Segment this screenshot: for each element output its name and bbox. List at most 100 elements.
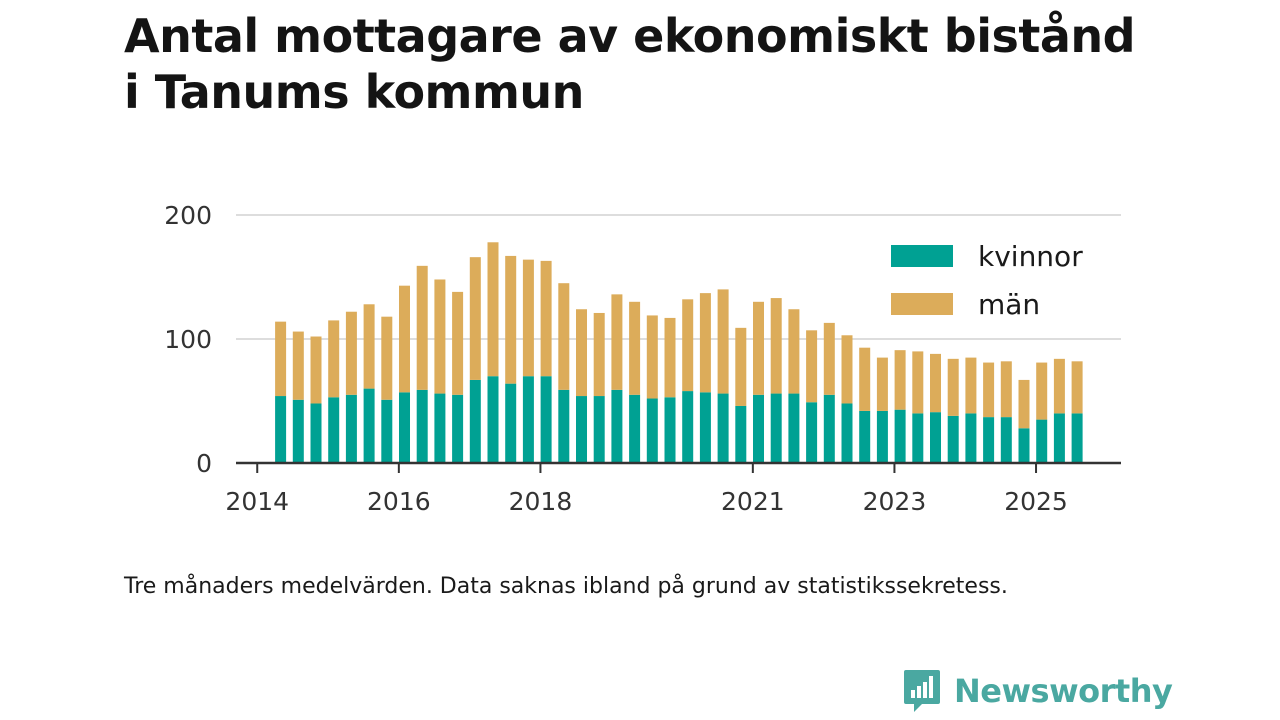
bar-kvinnor-12	[487, 376, 499, 463]
bar-kvinnor-27	[753, 394, 765, 463]
bar-kvinnor-25	[717, 393, 729, 463]
x-tick-label: 2014	[225, 487, 289, 516]
bar-man-6	[381, 316, 393, 400]
bar-kvinnor-37	[930, 412, 942, 463]
bar-kvinnor-40	[983, 417, 995, 463]
bar-man-31	[823, 322, 835, 395]
bar-kvinnor-9	[434, 393, 446, 463]
bar-kvinnor-45	[1071, 413, 1083, 463]
bar-kvinnor-6	[381, 399, 393, 463]
bar-man-43	[1036, 362, 1048, 420]
bar-kvinnor-42	[1018, 428, 1030, 463]
bar-kvinnor-15	[540, 376, 552, 463]
bar-kvinnor-34	[876, 410, 888, 463]
bar-man-22	[664, 317, 676, 398]
x-tick-label: 2018	[509, 487, 573, 516]
brand-name: Newsworthy	[954, 672, 1173, 710]
bar-man-42	[1018, 379, 1030, 429]
x-tick-label: 2016	[367, 487, 431, 516]
bar-man-44	[1053, 358, 1065, 414]
bar-man-9	[434, 279, 446, 394]
bar-kvinnor-16	[558, 389, 570, 463]
bar-kvinnor-28	[770, 393, 782, 463]
bar-kvinnor-38	[947, 415, 959, 463]
newsworthy-logo-icon	[904, 670, 940, 712]
bar-man-13	[505, 255, 517, 384]
bar-kvinnor-11	[469, 379, 481, 463]
bar-man-34	[876, 357, 888, 411]
bar-kvinnor-31	[823, 394, 835, 463]
bar-kvinnor-32	[841, 403, 853, 463]
bar-kvinnor-44	[1053, 413, 1065, 463]
bar-man-27	[753, 301, 765, 395]
bar-man-1	[292, 331, 304, 400]
bar-man-15	[540, 260, 552, 377]
bar-kvinnor-19	[611, 389, 623, 463]
bar-man-36	[912, 351, 924, 414]
bar-kvinnor-29	[788, 393, 800, 463]
bar-man-18	[593, 312, 605, 397]
x-tick-label: 2021	[721, 487, 785, 516]
bar-man-21	[646, 315, 658, 399]
bar-kvinnor-41	[1000, 417, 1012, 463]
bar-man-0	[275, 321, 287, 397]
bar-kvinnor-7	[399, 392, 411, 463]
bar-man-35	[894, 350, 906, 410]
bar-kvinnor-8	[416, 389, 428, 463]
bar-man-17	[576, 309, 588, 397]
bar-kvinnor-22	[664, 397, 676, 463]
bar-kvinnor-21	[646, 398, 658, 463]
legend-swatch-kvinnor	[891, 245, 953, 267]
bar-kvinnor-39	[965, 413, 977, 463]
bar-kvinnor-35	[894, 409, 906, 463]
bar-man-40	[983, 362, 995, 418]
bar-man-20	[629, 301, 641, 395]
brand: Newsworthy	[902, 668, 1173, 714]
chart-footnote: Tre månaders medelvärden. Data saknas ib…	[124, 574, 1008, 599]
bar-man-23	[682, 299, 694, 392]
bar-man-14	[522, 259, 534, 377]
bar-kvinnor-20	[629, 394, 641, 463]
bar-man-26	[735, 327, 747, 406]
bar-man-16	[558, 283, 570, 390]
bar-kvinnor-33	[859, 410, 871, 463]
bar-kvinnor-13	[505, 383, 517, 463]
bar-man-33	[859, 347, 871, 411]
bar-man-12	[487, 242, 499, 377]
bar-man-30	[806, 330, 818, 403]
legend-label-kvinnor: kvinnor	[978, 240, 1083, 273]
bar-man-10	[452, 291, 464, 395]
bar-kvinnor-4	[345, 394, 357, 463]
bar-man-11	[469, 257, 481, 380]
chart-title-line-1: Antal mottagare av ekonomiskt bistånd	[124, 9, 1136, 63]
bar-man-5	[363, 304, 375, 389]
chart-title-line-2: i Tanums kommun	[124, 65, 584, 119]
bar-man-3	[328, 320, 340, 398]
bar-man-32	[841, 335, 853, 404]
bar-kvinnor-14	[522, 376, 534, 463]
bar-man-2	[310, 336, 322, 404]
bar-kvinnor-18	[593, 396, 605, 463]
bar-kvinnor-2	[310, 403, 322, 463]
bar-kvinnor-10	[452, 394, 464, 463]
bar-man-24	[699, 293, 711, 393]
y-tick-label: 100	[164, 325, 212, 354]
bar-man-25	[717, 289, 729, 394]
bar-kvinnor-23	[682, 391, 694, 463]
bar-kvinnor-5	[363, 388, 375, 463]
bar-kvinnor-30	[806, 402, 818, 463]
bar-kvinnor-17	[576, 396, 588, 463]
bar-kvinnor-3	[328, 397, 340, 463]
x-tick-label: 2025	[1004, 487, 1068, 516]
y-tick-label: 0	[196, 449, 212, 478]
bar-kvinnor-24	[699, 392, 711, 463]
bar-man-37	[930, 353, 942, 413]
bar-man-4	[345, 311, 357, 395]
legend-label-man: män	[978, 288, 1040, 321]
bar-man-29	[788, 309, 800, 394]
bar-man-41	[1000, 361, 1012, 418]
x-tick-label: 2023	[863, 487, 927, 516]
bar-man-28	[770, 298, 782, 394]
y-tick-label: 200	[164, 201, 212, 230]
